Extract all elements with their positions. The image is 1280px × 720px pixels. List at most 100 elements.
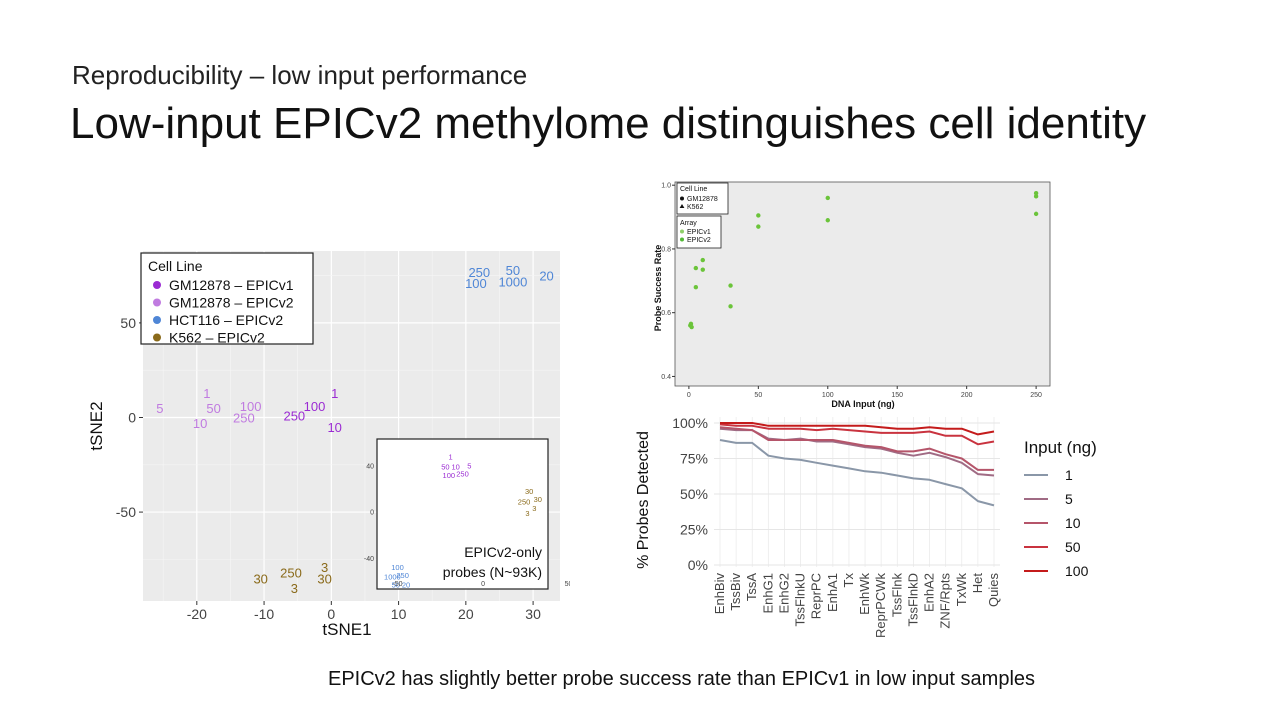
pd-x-tick-label: TxWk (954, 573, 969, 607)
tsne-point-label: 3 (321, 560, 328, 575)
inset-y-tick-label: 40 (366, 464, 374, 471)
psr-legend-cell-label: K562 (687, 204, 703, 211)
inset-point-label: 1000 (384, 572, 401, 581)
psr-point (693, 265, 699, 271)
psr-point (693, 284, 699, 290)
tsne-point-label: 100 (304, 399, 326, 414)
pd-x-tick-label: ReprPCWk (873, 573, 888, 639)
psr-y-tick-label: 0.6 (661, 310, 671, 317)
psr-x-tick-label: 250 (1030, 392, 1042, 399)
tsne-point-label: 250 (233, 410, 255, 425)
pd-x-tick-label: Het (970, 573, 985, 594)
pd-y-tick-label: 75% (680, 451, 708, 467)
inset-point-label: 30 (525, 487, 533, 496)
inset-x-tick-label: 0 (481, 581, 485, 588)
pd-x-tick-label: EnhG1 (760, 573, 775, 613)
pd-x-tick-label: TssFlnkU (793, 573, 808, 626)
pd-x-tick-label: TssFlnkD (905, 573, 920, 626)
psr-x-tick-label: 50 (754, 392, 762, 399)
pd-x-tick-label: TssA (744, 573, 759, 602)
psr-y-tick-label: 0.4 (661, 374, 671, 381)
tsne-point-label: 20 (539, 269, 553, 284)
tsne-legend-label: GM12878 – EPICv2 (169, 295, 294, 311)
tsne-point-label: 5 (156, 401, 163, 416)
psr-y-tick-label: 1.0 (661, 183, 671, 190)
tsne-point-label: 100 (465, 276, 487, 291)
slide-title: Low-input EPICv2 methylome distinguishes… (70, 99, 1147, 148)
inset-point-label: 20 (402, 580, 410, 589)
tsne-y-tick-label: 50 (120, 315, 136, 331)
tsne-y-tick-label: -50 (116, 504, 136, 520)
psr-x-tick-label: 0 (687, 392, 691, 399)
tsne-legend-label: HCT116 – EPICv2 (169, 312, 283, 328)
pd-y-tick-label: 100% (672, 415, 708, 431)
pd-x-tick-label: EnhG2 (776, 573, 791, 613)
tsne-point-label: 100 (240, 399, 262, 414)
pd-legend-label: 50 (1065, 539, 1081, 555)
tsne-point-label: 1000 (498, 274, 527, 289)
psr-point (825, 195, 830, 201)
psr-legend-array-swatch (680, 229, 684, 234)
tsne-point-label: 3 (291, 581, 298, 596)
psr-point (1033, 211, 1039, 217)
tsne-x-axis-label: tSNE1 (322, 620, 371, 639)
inset-point-label: 30 (534, 495, 542, 504)
pd-series-line (719, 439, 995, 507)
psr-x-tick-label: 150 (891, 392, 903, 399)
psr-y-axis-label: Probe Success Rate (653, 245, 663, 332)
tsne-point-label: 50 (206, 401, 220, 416)
psr-panel-bg (674, 181, 1051, 387)
tsne-legend-swatch (153, 316, 161, 324)
pd-x-tick-label: TssBiv (728, 573, 743, 611)
pd-legend-label: 100 (1065, 563, 1089, 579)
tsne-y-axis-label: tSNE2 (87, 401, 106, 450)
inset-point-label: 1 (448, 452, 452, 461)
psr-point (700, 267, 705, 272)
inset-point-label: 100 (443, 471, 456, 480)
psr-point (756, 224, 761, 229)
psr-legend-cell-title: Cell Line (680, 186, 707, 193)
inset-x-tick-label: -50 (392, 581, 402, 588)
tsne-x-tick-label: -10 (254, 606, 274, 622)
psr-legend-array-title: Array (680, 220, 697, 227)
inset-note-line2: probes (N~93K) (443, 564, 542, 580)
tsne-point-label: 1 (203, 386, 210, 401)
psr-point (825, 218, 830, 223)
pd-x-tick-label: EnhBiv (712, 573, 727, 615)
inset-y-tick-label: -40 (364, 556, 374, 563)
inset-point-label: 10 (451, 463, 459, 472)
tsne-point-label: 10 (327, 420, 341, 435)
tsne-legend-label: K562 – EPICv2 (169, 330, 265, 346)
pd-x-tick-label: EnhA2 (922, 573, 937, 612)
pd-legend-label: 10 (1065, 515, 1081, 531)
tsne-x-tick-label: 0 (327, 606, 335, 622)
tsne-point-label: 30 (317, 571, 331, 586)
psr-point (728, 283, 733, 288)
pd-x-tick-label: Tx (841, 573, 856, 588)
tsne-x-tick-label: -20 (187, 606, 207, 622)
psr-point (756, 213, 761, 218)
inset-point-label: 50 (441, 463, 449, 472)
pd-x-tick-label: EnhA1 (825, 573, 840, 612)
pd-y-tick-label: 50% (680, 486, 708, 502)
inset-point-label: 100 (391, 563, 404, 572)
inset-point-label: 250 (396, 571, 409, 580)
pd-legend-label: 1 (1065, 467, 1073, 483)
inset-note-line1: EPICv2-only (464, 544, 542, 560)
inset-point-label: 3 (525, 509, 529, 518)
psr-legend-circle-swatch (680, 196, 684, 201)
psr-legend-triangle-swatch (679, 204, 685, 208)
psr-legend-cell-label: GM12878 (687, 196, 718, 203)
psr-x-axis-label: DNA Input (ng) (831, 399, 894, 409)
psr-point (1033, 194, 1039, 199)
pd-x-tick-label: Quies (986, 573, 1001, 607)
inset-point-label: 250 (456, 470, 469, 479)
slide-subtitle: Reproducibility – low input performance (72, 60, 528, 90)
tsne-legend: Cell Line GM12878 – EPICv1 GM12878 – EPIC… (140, 252, 314, 346)
psr-legend-array-swatch (680, 237, 684, 242)
pd-series-line (719, 426, 994, 471)
tsne-point-label: 10 (193, 416, 207, 431)
inset-point-label: 3 (532, 504, 536, 513)
pd-y-axis-label: % Probes Detected (635, 431, 652, 569)
